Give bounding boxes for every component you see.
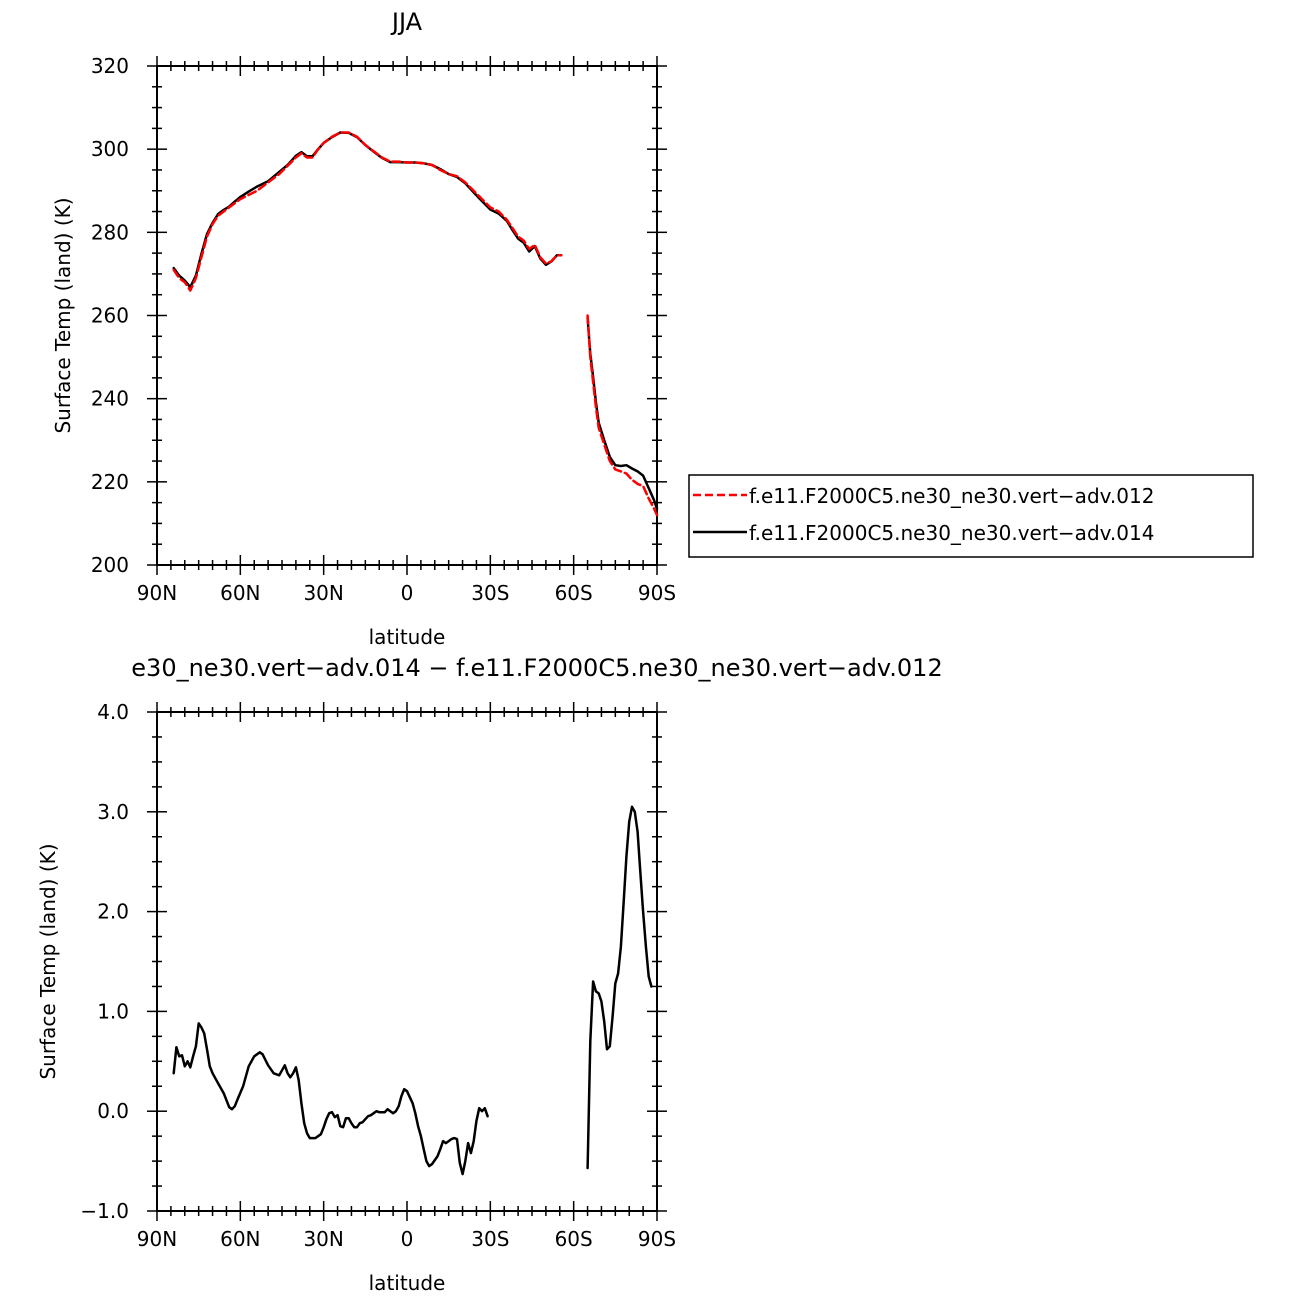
x-tick-label: 30N xyxy=(303,1227,343,1251)
x-axis-label: latitude xyxy=(369,1271,446,1295)
chart-title: JJA xyxy=(390,8,423,36)
plot-frame xyxy=(156,711,658,1212)
legend-box xyxy=(688,474,1254,558)
x-tick-label: 90S xyxy=(638,1227,676,1251)
series-line-1-segment-0 xyxy=(172,131,563,289)
legend-label: f.e11.F2000C5.ne30_ne30.vert−adv.012 xyxy=(749,484,1154,508)
y-tick-label: 1.0 xyxy=(97,999,129,1023)
series-line-0-segment-1 xyxy=(586,314,659,517)
y-axis-label: Surface Temp (land) (K) xyxy=(36,843,60,1079)
y-tick-label: 260 xyxy=(91,304,129,328)
y-tick-label: 220 xyxy=(91,470,129,494)
x-tick-label: 90N xyxy=(137,1227,177,1251)
chart-title: e30_ne30.vert−adv.014 − f.e11.F2000C5.ne… xyxy=(131,654,942,682)
plot-frame xyxy=(156,65,658,566)
y-tick-label: 4.0 xyxy=(97,700,129,724)
x-tick-label: 60S xyxy=(555,1227,593,1251)
series-line-0-segment-0 xyxy=(172,1022,489,1176)
y-tick-label: 200 xyxy=(91,553,129,577)
legend: f.e11.F2000C5.ne30_ne30.vert−adv.012 f.e1… xyxy=(688,474,1254,558)
y-tick-label: 280 xyxy=(91,220,129,244)
x-tick-label: 90N xyxy=(137,581,177,605)
x-tick-label: 0 xyxy=(401,581,414,605)
x-axis-label: latitude xyxy=(369,625,446,649)
x-tick-label: 60N xyxy=(220,581,260,605)
series-line-0-segment-0 xyxy=(172,131,563,292)
y-axis-label: Surface Temp (land) (K) xyxy=(51,197,75,433)
y-tick-label: 240 xyxy=(91,387,129,411)
x-tick-label: 60S xyxy=(555,581,593,605)
top-panel-plot: JJA 90N 60N 30N 0 30S 60S 90S 200 220 240 260 280 300… xyxy=(51,8,1254,649)
x-tick-label: 90S xyxy=(638,581,676,605)
y-tick-label: 300 xyxy=(91,137,129,161)
y-tick-label: 0.0 xyxy=(97,1099,129,1123)
x-tick-label: 60N xyxy=(220,1227,260,1251)
series-line-0-segment-1 xyxy=(586,805,653,1170)
y-tick-label: 2.0 xyxy=(97,900,129,924)
legend-label: f.e11.F2000C5.ne30_ne30.vert−adv.014 xyxy=(749,521,1154,545)
y-tick-label: 3.0 xyxy=(97,800,129,824)
bottom-panel-plot: e30_ne30.vert−adv.014 − f.e11.F2000C5.ne… xyxy=(36,654,943,1295)
y-tick-label: 320 xyxy=(91,54,129,78)
x-tick-label: 30S xyxy=(471,1227,509,1251)
y-tick-label: −1.0 xyxy=(80,1199,129,1223)
x-tick-label: 0 xyxy=(401,1227,414,1251)
x-tick-label: 30N xyxy=(303,581,343,605)
x-tick-label: 30S xyxy=(471,581,509,605)
